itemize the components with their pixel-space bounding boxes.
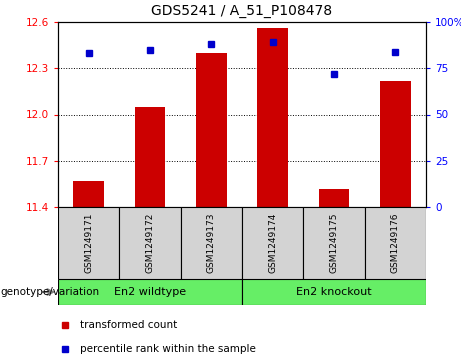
Bar [380,81,411,207]
Text: GSM1249175: GSM1249175 [330,213,338,273]
Bar [319,188,349,207]
Bar [58,207,119,279]
Text: En2 knockout: En2 knockout [296,287,372,297]
Text: genotype/variation: genotype/variation [0,287,99,297]
Bar [365,207,426,279]
Title: GDS5241 / A_51_P108478: GDS5241 / A_51_P108478 [151,4,332,18]
Text: GSM1249172: GSM1249172 [146,213,154,273]
Text: percentile rank within the sample: percentile rank within the sample [80,343,256,354]
Bar [181,207,242,279]
Text: GSM1249176: GSM1249176 [391,213,400,273]
Bar [73,181,104,207]
Bar [257,28,288,207]
Bar [242,279,426,305]
Bar [303,207,365,279]
Bar [196,53,227,207]
Text: En2 wildtype: En2 wildtype [114,287,186,297]
Text: GSM1249173: GSM1249173 [207,213,216,273]
Bar [135,107,165,207]
Text: GSM1249171: GSM1249171 [84,213,93,273]
Text: transformed count: transformed count [80,320,177,330]
Bar [119,207,181,279]
Bar [58,279,242,305]
Text: GSM1249174: GSM1249174 [268,213,277,273]
Bar [242,207,303,279]
